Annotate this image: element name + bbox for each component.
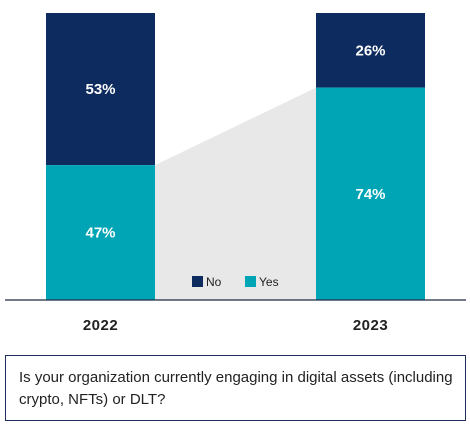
- stacked-bar-chart: 53% 47% 26% 74% No Yes 2022 2023: [5, 13, 466, 334]
- legend-swatch-yes: [245, 276, 256, 287]
- bar-no-2022: [46, 13, 155, 166]
- connector-band: [155, 87, 316, 301]
- legend-swatch-no: [192, 276, 203, 287]
- legend-label-no: No: [206, 275, 222, 289]
- data-label-yes-2022: 47%: [85, 225, 115, 242]
- bar-yes-2023: [316, 87, 425, 301]
- question-text: Is your organization currently engaging …: [19, 369, 453, 408]
- bar-no-2023: [316, 13, 425, 88]
- data-label-no-2023: 26%: [355, 42, 385, 59]
- category-label-2022: 2022: [83, 317, 118, 334]
- bar-yes-2022: [46, 165, 155, 300]
- legend: No Yes: [192, 275, 279, 289]
- data-label-yes-2023: 74%: [355, 186, 385, 203]
- category-label-2023: 2023: [353, 317, 388, 334]
- data-label-no-2022: 53%: [85, 81, 115, 98]
- question-box: Is your organization currently engaging …: [5, 355, 466, 421]
- legend-label-yes: Yes: [259, 275, 279, 289]
